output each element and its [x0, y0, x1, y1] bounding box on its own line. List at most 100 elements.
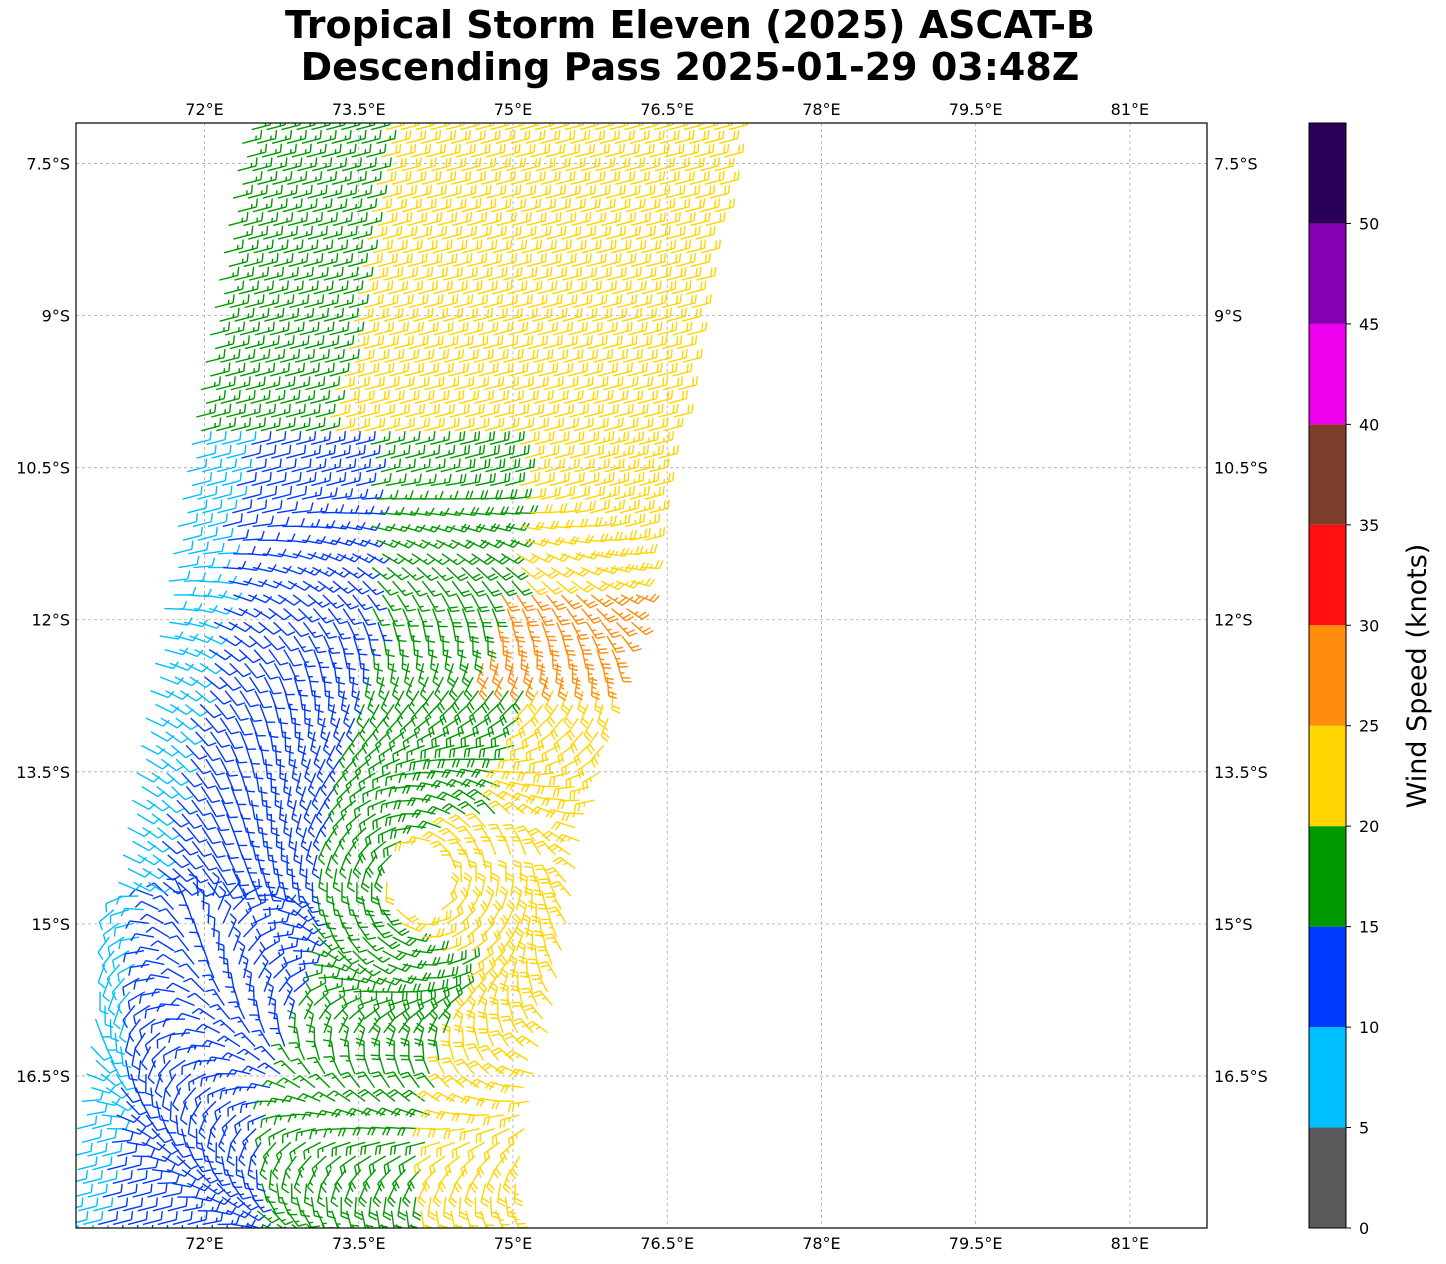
barb-feather [416, 782, 422, 791]
barb-feather [375, 882, 383, 889]
barb-feather-short [382, 703, 387, 708]
wind-barb [187, 992, 210, 1007]
barb-staff [278, 800, 283, 820]
wind-barb [161, 799, 185, 814]
barb-feather [335, 748, 343, 756]
wind-barb [261, 827, 273, 850]
barb-feather [320, 788, 327, 797]
barb-staff [159, 676, 178, 685]
barb-feather [528, 706, 535, 715]
barb-feather [392, 943, 401, 950]
barb-staff [179, 648, 198, 658]
barb-staff [490, 906, 502, 924]
barb-feather [534, 840, 543, 845]
wind-barb [456, 768, 480, 778]
wind-barb [573, 799, 595, 813]
wind-barb [391, 1169, 407, 1192]
wind-barb [536, 785, 560, 795]
barb-feather [316, 954, 321, 963]
barb-feather-short [276, 904, 279, 910]
barb-feather [257, 1228, 259, 1236]
barb-feather [426, 972, 432, 981]
wind-barb [182, 1198, 204, 1212]
barb-staff [425, 703, 440, 719]
barb-staff [128, 1018, 141, 1035]
barb-staff [338, 988, 358, 993]
barb-staff [530, 1004, 544, 1020]
barb-feather [92, 1224, 94, 1228]
barb-feather [522, 991, 531, 994]
barb-feather [279, 722, 289, 725]
barb-staff [297, 922, 314, 935]
barb-staff [147, 840, 164, 853]
barb-feather [150, 940, 159, 947]
barb-feather [533, 889, 543, 892]
barb-staff [150, 974, 170, 979]
barb-staff [141, 785, 159, 798]
barb-staff [472, 812, 486, 829]
barb-feather [481, 759, 486, 769]
barb-staff [401, 649, 404, 669]
barb-feather [479, 1098, 486, 1107]
barb-staff [247, 1114, 266, 1123]
wind-barb [209, 1114, 222, 1139]
barb-feather-short [344, 717, 350, 721]
barb-feather [401, 1089, 410, 1096]
barb-feather [456, 768, 462, 777]
barb-staff [122, 1164, 141, 1171]
barb-feather [219, 1090, 223, 1100]
barb-staff [318, 868, 323, 888]
wind-barb [533, 864, 552, 883]
barb-staff [212, 918, 216, 938]
barb-staff [206, 799, 217, 817]
wind-barb [206, 1056, 231, 1065]
barb-feather-short [358, 716, 363, 721]
barb-staff [161, 1155, 179, 1167]
barb-feather-short [249, 1067, 254, 1072]
barb-feather [486, 1186, 494, 1194]
barb-feather-short [405, 676, 410, 680]
barb-staff [351, 827, 367, 842]
barb-feather [387, 1089, 396, 1095]
barb-feather [489, 1029, 499, 1034]
wind-barb [413, 1072, 435, 1089]
barb-feather [416, 1090, 424, 1097]
barb-staff [410, 1224, 414, 1228]
wind-barb [264, 759, 276, 781]
wind-barb [278, 937, 299, 952]
barb-feather [281, 859, 290, 864]
barb-staff [340, 690, 346, 710]
wind-barb [151, 1046, 167, 1068]
barb-feather-short [297, 826, 302, 831]
barb-staff [575, 799, 595, 805]
barb-staff [407, 977, 427, 982]
barb-feather-short [272, 744, 277, 748]
wind-barb [297, 922, 321, 935]
wind-barb [337, 1127, 361, 1137]
barb-staff [390, 1210, 395, 1228]
barb-feather [520, 772, 526, 782]
barb-feather-short [361, 729, 366, 734]
barb-feather [533, 864, 543, 867]
barb-feather [512, 863, 522, 868]
barb-feather [422, 706, 429, 714]
barb-feather [229, 913, 237, 921]
barb-staff [386, 772, 406, 779]
barb-feather [312, 844, 320, 852]
wind-barb [326, 923, 344, 942]
barb-feather-short [317, 1233, 321, 1235]
barb-staff [145, 1114, 158, 1131]
wind-barb [179, 1101, 188, 1126]
barb-staff [325, 1197, 329, 1217]
barb-staff [376, 663, 380, 683]
barb-staff [301, 1210, 312, 1228]
barb-staff [447, 992, 463, 1007]
wind-barb [121, 1126, 146, 1135]
barb-staff [133, 1004, 151, 1017]
wind-barb [484, 1081, 509, 1091]
barb-feather-short [333, 881, 339, 886]
barb-staff [497, 1030, 509, 1047]
barb-staff [465, 801, 481, 815]
barb-feather [150, 1024, 153, 1034]
barb-staff [206, 1039, 226, 1048]
